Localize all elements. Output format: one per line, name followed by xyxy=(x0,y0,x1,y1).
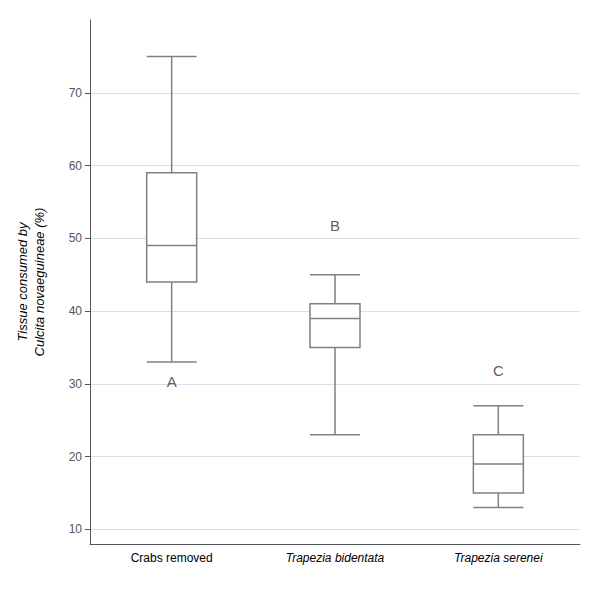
svg-text:70: 70 xyxy=(69,86,83,100)
svg-text:10: 10 xyxy=(69,522,83,536)
svg-text:40: 40 xyxy=(69,304,83,318)
svg-text:Trapezia serenei: Trapezia serenei xyxy=(454,551,543,565)
svg-text:20: 20 xyxy=(69,450,83,464)
svg-text:Trapezia bidentata: Trapezia bidentata xyxy=(286,551,385,565)
svg-text:Tissue consumed by: Tissue consumed by xyxy=(15,221,30,342)
svg-text:Crabs removed: Crabs removed xyxy=(131,551,213,565)
svg-text:C: C xyxy=(493,362,504,379)
svg-text:A: A xyxy=(167,373,177,390)
svg-text:60: 60 xyxy=(69,159,83,173)
svg-text:30: 30 xyxy=(69,377,83,391)
svg-text:Culcita novaeguineae (%): Culcita novaeguineae (%) xyxy=(32,208,47,357)
svg-text:50: 50 xyxy=(69,231,83,245)
svg-text:B: B xyxy=(330,217,340,234)
